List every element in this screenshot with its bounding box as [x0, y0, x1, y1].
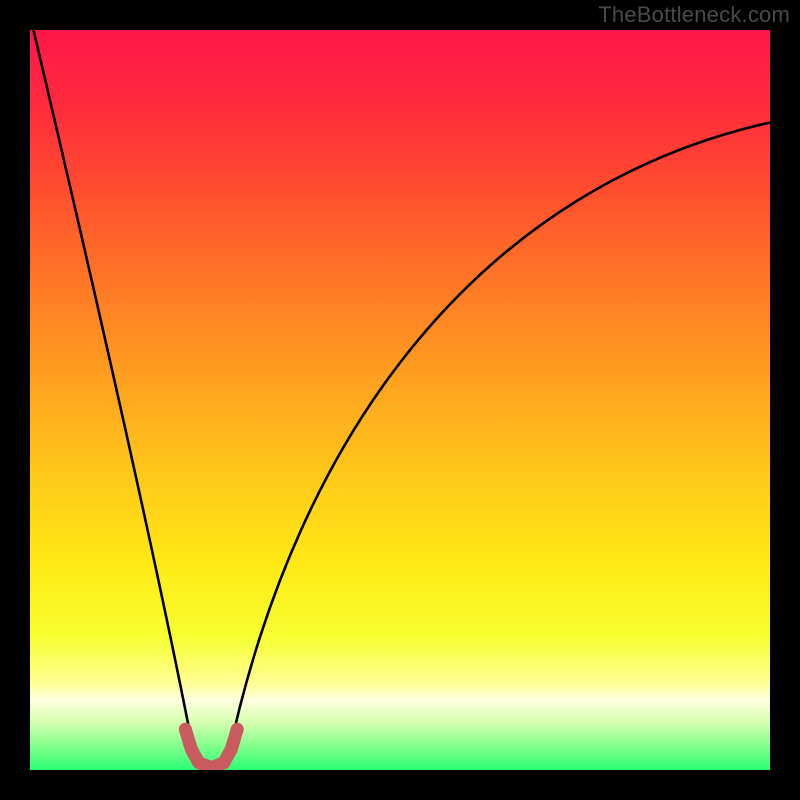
plot-area [30, 30, 770, 770]
trough-marker-bead [217, 756, 230, 769]
trough-marker-bead [179, 723, 192, 736]
trough-marker-bead [192, 756, 205, 769]
watermark-text: TheBottleneck.com [598, 2, 790, 28]
trough-marker-bead [225, 743, 238, 756]
trough-marker-bead [231, 723, 244, 736]
trough-marker-bead [185, 743, 198, 756]
bottleneck-chart [0, 0, 800, 800]
